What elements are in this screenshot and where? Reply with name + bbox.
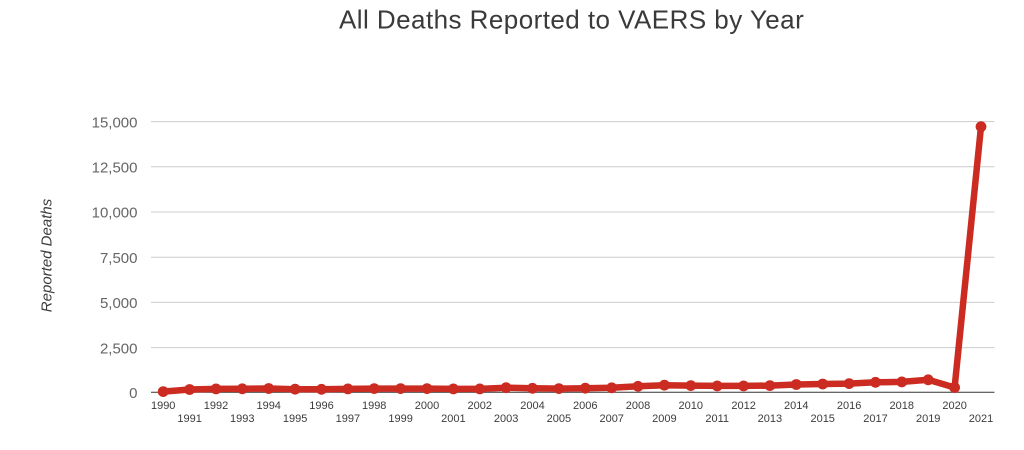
svg-text:1995: 1995 [283, 413, 307, 425]
svg-text:2006: 2006 [573, 400, 597, 412]
svg-text:2000: 2000 [415, 400, 439, 412]
svg-text:2019: 2019 [916, 413, 940, 425]
svg-text:1992: 1992 [204, 400, 228, 412]
svg-text:2015: 2015 [810, 413, 834, 425]
svg-text:2011: 2011 [705, 413, 729, 425]
svg-text:2001: 2001 [441, 413, 465, 425]
svg-text:2014: 2014 [784, 400, 808, 412]
svg-text:2002: 2002 [468, 400, 492, 412]
svg-text:2009: 2009 [652, 413, 676, 425]
svg-text:2003: 2003 [494, 413, 518, 425]
svg-text:2020: 2020 [942, 400, 966, 412]
svg-text:1998: 1998 [362, 400, 386, 412]
svg-text:1999: 1999 [388, 413, 412, 425]
svg-text:2005: 2005 [547, 413, 571, 425]
svg-text:7,500: 7,500 [100, 250, 138, 267]
svg-text:2017: 2017 [863, 413, 887, 425]
svg-text:All Deaths Reported to VAERS b: All Deaths Reported to VAERS by Year [339, 5, 804, 35]
svg-text:15,000: 15,000 [92, 114, 138, 131]
svg-text:2007: 2007 [599, 413, 623, 425]
svg-text:2012: 2012 [731, 400, 755, 412]
svg-text:2004: 2004 [520, 400, 544, 412]
svg-text:5,000: 5,000 [100, 295, 138, 312]
svg-text:2013: 2013 [758, 413, 782, 425]
svg-text:2010: 2010 [679, 400, 703, 412]
svg-text:2,500: 2,500 [100, 340, 138, 357]
svg-text:1991: 1991 [177, 413, 201, 425]
svg-text:1997: 1997 [336, 413, 360, 425]
svg-text:2008: 2008 [626, 400, 650, 412]
svg-text:12,500: 12,500 [92, 160, 138, 177]
svg-text:0: 0 [129, 385, 137, 402]
svg-text:1990: 1990 [151, 400, 175, 412]
svg-text:1996: 1996 [309, 400, 333, 412]
svg-text:2021: 2021 [969, 413, 993, 425]
svg-text:2018: 2018 [890, 400, 914, 412]
svg-text:Reported Deaths: Reported Deaths [39, 198, 56, 312]
svg-text:1993: 1993 [230, 413, 254, 425]
svg-text:1994: 1994 [256, 400, 280, 412]
svg-text:2016: 2016 [837, 400, 861, 412]
svg-text:10,000: 10,000 [92, 205, 138, 222]
